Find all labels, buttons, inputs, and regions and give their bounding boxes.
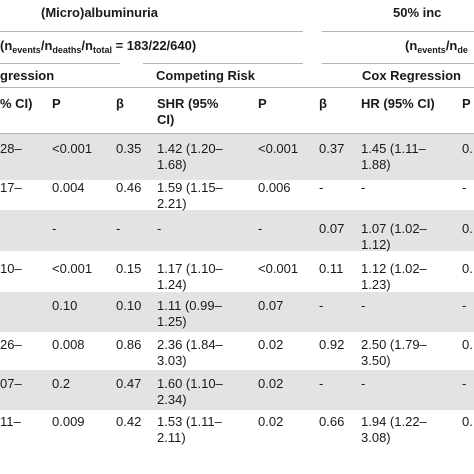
table-cell: 0.10: [116, 298, 142, 313]
table-cell: <0.001: [52, 261, 93, 276]
table-cell: 2.50 (1.79– 3.50): [361, 337, 427, 368]
table-cell: 0.07: [258, 298, 284, 313]
table-cell: <0.001: [52, 141, 93, 156]
table-cell: 0.: [462, 221, 473, 236]
col-header-beta2: β: [319, 96, 327, 111]
table-cell: -: [462, 180, 467, 195]
table-cell: 0.2: [52, 376, 71, 391]
table-cell: 17–: [0, 180, 22, 195]
table-cell: 1.12 (1.02– 1.23): [361, 261, 427, 292]
table-cell: 1.60 (1.10– 2.34): [157, 376, 223, 407]
row-band: [0, 370, 474, 410]
subheader-divider-1: [0, 63, 120, 64]
table-cell: 0.47: [116, 376, 142, 391]
table-cell: 1.07 (1.02– 1.12): [361, 221, 427, 252]
subheader-divider-3: [322, 63, 474, 64]
subheader-divider-2: [143, 63, 303, 64]
header-divider-left: [0, 31, 303, 32]
table-cell: 0.008: [52, 337, 85, 352]
table-cell: 0.11: [319, 261, 344, 276]
col-header-hr: HR (95% CI): [361, 96, 435, 111]
table-cell: 0.004: [52, 180, 85, 195]
row-band: [0, 134, 474, 180]
table-cell: 0.15: [116, 261, 142, 276]
col-header-p: P: [52, 96, 61, 111]
table-cell: -: [116, 221, 121, 236]
method-header-cox-regression: Cox Regression: [362, 68, 461, 83]
table-cell: <0.001: [258, 141, 299, 156]
table-cell: 26–: [0, 337, 22, 352]
method-header-regression: gression: [0, 68, 55, 83]
table-cell: 0.02: [258, 376, 284, 391]
table-cell: -: [319, 180, 324, 195]
table-cell: 1.53 (1.11– 2.11): [157, 414, 222, 445]
counts-label-right: (nevents/nde: [405, 38, 468, 55]
table-cell: 1.45 (1.11– 1.88): [361, 141, 426, 172]
group-header-microalbuminuria: (Micro)albuminuria: [41, 5, 159, 20]
table-cell: -: [361, 180, 366, 195]
table-cell: 28–: [0, 141, 22, 156]
col-header-p2: P: [258, 96, 267, 111]
table-cell: 0.: [462, 337, 473, 352]
col-header-shr: SHR (95% CI): [157, 96, 219, 127]
col-header-p3: P: [462, 96, 471, 111]
table-cell: <0.001: [258, 261, 299, 276]
table-cell: 0.07: [319, 221, 345, 236]
table-cell: -: [361, 298, 366, 313]
table-cell: 07–: [0, 376, 22, 391]
table-cell: 1.94 (1.22– 3.08): [361, 414, 427, 445]
column-header-bottom-rule: [0, 133, 474, 134]
table-cell: 0.: [462, 414, 473, 429]
method-header-competing-risk: Competing Risk: [156, 68, 255, 83]
table-cell: 0.35: [116, 141, 142, 156]
table-cell: 10–: [0, 261, 22, 276]
table-cell: 2.36 (1.84– 3.03): [157, 337, 223, 368]
table-cell: 1.17 (1.10– 1.24): [157, 261, 223, 292]
table-cell: 0.009: [52, 414, 85, 429]
col-header-ci: % CI): [0, 96, 33, 111]
table-cell: -: [462, 298, 467, 313]
table-cell: 0.46: [116, 180, 142, 195]
table-cell: -: [462, 376, 467, 391]
table-cell: 0.92: [319, 337, 345, 352]
table-cell: 1.42 (1.20– 1.68): [157, 141, 223, 172]
table-cell: -: [157, 221, 162, 236]
table-cell: 0.02: [258, 337, 284, 352]
table-cell: 1.11 (0.99– 1.25): [157, 298, 222, 329]
table-cell: 0.10: [52, 298, 78, 313]
col-header-beta: β: [116, 96, 124, 111]
table-cell: 11–: [0, 414, 21, 429]
table-cell: 0.02: [258, 414, 284, 429]
table-cell: -: [52, 221, 57, 236]
row-band: [0, 210, 474, 251]
table-cell: -: [258, 221, 263, 236]
table-cell: 0.: [462, 141, 473, 156]
table-cell: 0.: [462, 261, 473, 276]
table-cell: -: [319, 298, 324, 313]
table-cell: 1.59 (1.15– 2.21): [157, 180, 223, 211]
column-header-top-rule: [0, 87, 474, 88]
table-cell: 0.86: [116, 337, 142, 352]
table-cell: -: [319, 376, 324, 391]
table-cell: 0.66: [319, 414, 345, 429]
table-cell: -: [361, 376, 366, 391]
header-divider-right: [322, 31, 474, 32]
group-header-50pct-increase: 50% inc: [393, 5, 442, 20]
row-band: [0, 292, 474, 332]
table-cell: 0.42: [116, 414, 142, 429]
table-cell: 0.006: [258, 180, 291, 195]
table-cell: 0.37: [319, 141, 345, 156]
counts-label-left: (nevents/ndeaths/ntotal = 183/22/640): [0, 38, 197, 55]
